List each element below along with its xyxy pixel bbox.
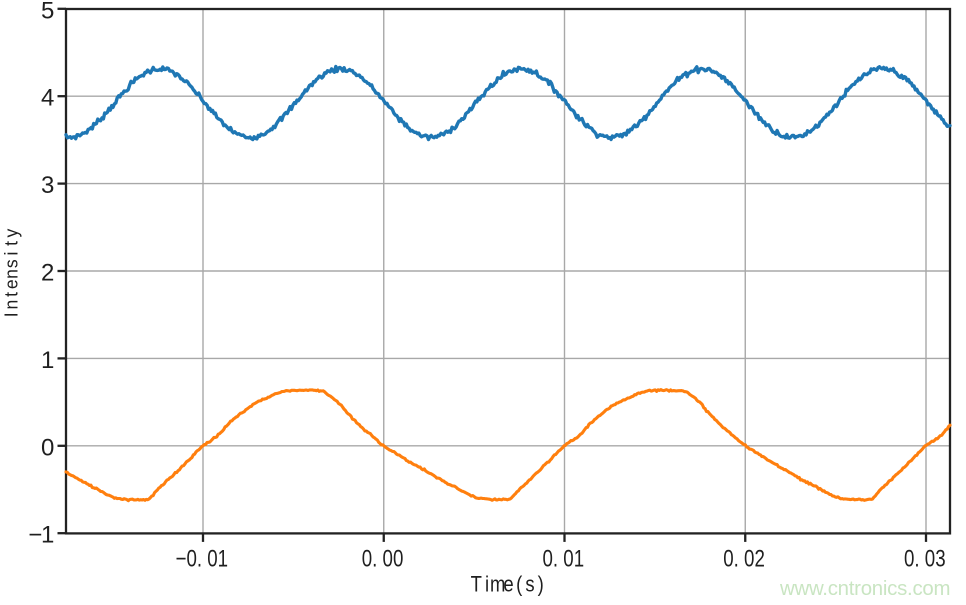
svg-text:1: 1 xyxy=(41,347,54,374)
svg-text:−1: −1 xyxy=(28,522,54,549)
svg-text:0. 01: 0. 01 xyxy=(542,545,584,572)
svg-text:0. 02: 0. 02 xyxy=(723,545,765,572)
svg-text:−0. 01: −0. 01 xyxy=(176,545,229,572)
svg-text:0. 03: 0. 03 xyxy=(904,545,946,572)
svg-text:3: 3 xyxy=(41,172,54,199)
svg-text:5: 5 xyxy=(41,0,54,24)
svg-text:4: 4 xyxy=(41,85,54,112)
svg-text:0. 00: 0. 00 xyxy=(362,545,404,572)
svg-text:Intensity: Intensity xyxy=(1,229,22,318)
svg-text:www.cntronics.com: www.cntronics.com xyxy=(779,578,950,600)
svg-text:Time(s): Time(s) xyxy=(471,573,544,597)
svg-text:0: 0 xyxy=(41,434,54,461)
svg-text:2: 2 xyxy=(41,260,54,287)
